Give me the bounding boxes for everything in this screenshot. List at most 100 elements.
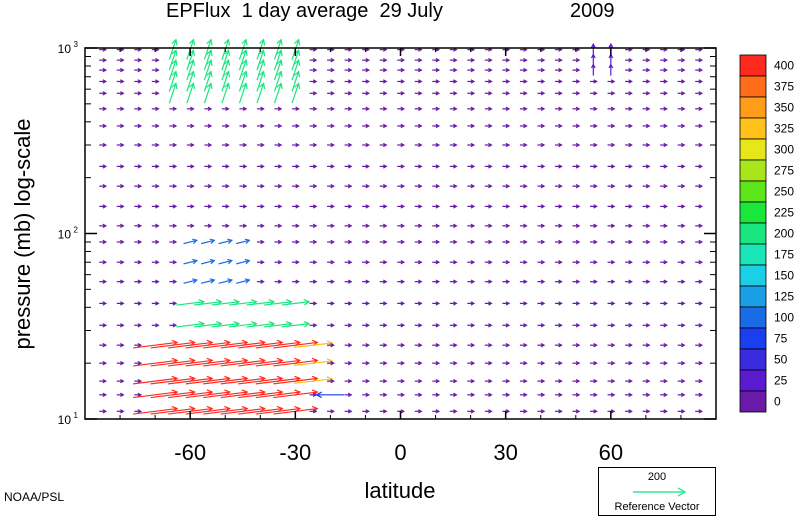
flux-vector-head	[418, 57, 423, 63]
flux-vector-head	[698, 204, 704, 209]
flux-vector-head	[347, 106, 353, 112]
flux-vector-head	[435, 223, 441, 228]
flux-vector-head	[540, 142, 546, 148]
flux-vector-head	[102, 164, 108, 169]
flux-vector-head	[347, 378, 353, 384]
flux-vector-head	[242, 204, 248, 209]
flux-vector-head	[120, 183, 125, 189]
flux-vector-head	[330, 106, 335, 112]
flux-vector-head	[488, 323, 493, 328]
flux-vector-head	[680, 123, 686, 129]
flux-vector-head	[610, 91, 616, 96]
flux-vector-head	[312, 239, 318, 245]
flux-vector-head	[435, 378, 441, 384]
flux-vector-head	[680, 279, 686, 284]
flux-vector-head	[418, 378, 423, 384]
flux-vector-head	[312, 91, 318, 96]
flux-vector-head	[698, 392, 704, 397]
flux-vector-head	[558, 142, 563, 148]
colorbar-swatch	[739, 264, 767, 287]
y-tick-label: 10	[58, 228, 72, 242]
flux-vector-head	[120, 392, 125, 397]
flux-vector-head	[453, 360, 458, 366]
flux-vector	[246, 323, 275, 328]
flux-vector-head	[102, 260, 108, 265]
flux-vector	[150, 407, 195, 415]
flux-vector-head	[102, 378, 108, 384]
flux-vector-head	[680, 409, 686, 414]
flux-vector	[186, 50, 195, 71]
reference-label: Reference Vector	[614, 501, 700, 513]
flux-vector-head	[400, 67, 406, 73]
flux-vector-head	[540, 164, 546, 169]
flux-vector	[238, 83, 247, 104]
flux-vector-head	[155, 183, 160, 189]
flux-vector-head	[315, 391, 322, 399]
flux-vector-head	[120, 142, 125, 148]
flux-vector-head	[628, 343, 633, 348]
flux-vector	[281, 323, 310, 328]
flux-vector-head	[365, 183, 370, 189]
flux-vector-head	[645, 239, 651, 245]
flux-vector-head	[435, 79, 441, 84]
flux-vector-head	[470, 239, 476, 245]
flux-vector-head	[628, 123, 633, 129]
flux-vector-head	[593, 79, 598, 84]
flux-vector-head	[295, 260, 300, 265]
flux-vector-head	[223, 49, 231, 56]
flux-vector-head	[382, 260, 388, 265]
flux-vector-head	[558, 378, 563, 384]
flux-vector-head	[330, 409, 335, 414]
flux-vector-head	[453, 323, 458, 328]
flux-vector-head	[575, 239, 581, 245]
flux-vector-head	[365, 223, 370, 228]
x-tick-label: -30	[279, 440, 311, 465]
flux-vector-head	[523, 123, 528, 129]
flux-vector-head	[505, 409, 511, 414]
flux-vector-head	[558, 79, 563, 84]
flux-vector-head	[505, 392, 511, 397]
flux-vector-head	[330, 301, 335, 306]
flux-vector	[133, 359, 178, 367]
flux-vector-head	[171, 70, 178, 78]
colorbar-swatch	[739, 201, 767, 224]
flux-vector-head	[102, 279, 108, 284]
flux-vector-head	[207, 223, 213, 228]
flux-vector-head	[400, 392, 406, 397]
flux-vector-head	[540, 123, 546, 129]
flux-vector-head	[558, 223, 563, 228]
flux-vector-head	[137, 79, 143, 84]
flux-vector	[263, 323, 292, 328]
flux-vector-head	[628, 57, 633, 63]
flux-vector-head	[294, 82, 301, 90]
flux-vector-head	[590, 42, 596, 48]
flux-vector-head	[470, 378, 476, 384]
flux-vector-head	[645, 260, 651, 265]
flux-vector-head	[575, 392, 581, 397]
flux-vector-head	[645, 106, 651, 112]
x-tick-label: 60	[599, 440, 623, 465]
flux-vector-head	[347, 323, 353, 328]
flux-vector-head	[663, 142, 668, 148]
flux-vector-head	[610, 223, 616, 228]
flux-vector-head	[312, 123, 318, 129]
flux-vector-head	[365, 106, 370, 112]
flux-vector-head	[102, 57, 108, 63]
flux-vector-head	[382, 239, 388, 245]
flux-vector-head	[523, 378, 528, 384]
flux-vector-head	[575, 79, 581, 84]
flux-vector-head	[590, 53, 596, 59]
flux-vector-head	[505, 378, 511, 384]
flux-vector-head	[540, 223, 546, 228]
flux-vector-head	[523, 343, 528, 348]
flux-vector-head	[258, 38, 266, 46]
flux-vector-head	[610, 343, 616, 348]
flux-vector-head	[365, 343, 370, 348]
flux-vector-head	[206, 38, 213, 46]
flux-vector-head	[120, 79, 125, 84]
flux-vector	[183, 239, 197, 245]
flux-vector-head	[680, 223, 686, 228]
flux-vector-head	[488, 392, 493, 397]
flux-vector-head	[382, 142, 388, 148]
flux-vector-head	[330, 239, 335, 245]
